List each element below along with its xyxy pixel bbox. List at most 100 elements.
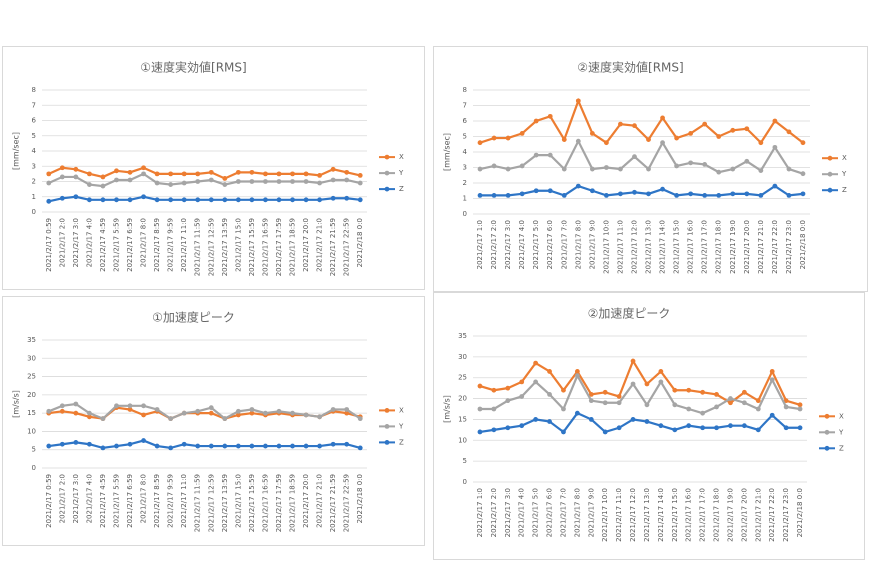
data-point bbox=[100, 174, 106, 180]
data-point bbox=[154, 197, 160, 203]
data-point bbox=[772, 144, 778, 150]
y-tick-label: 6 bbox=[32, 117, 37, 125]
data-point bbox=[127, 177, 133, 183]
y-tick-label: 10 bbox=[27, 427, 36, 435]
x-tick-label: 2021/2/17 18:59 bbox=[289, 218, 297, 276]
data-point bbox=[59, 403, 65, 409]
data-point bbox=[758, 140, 764, 146]
x-tick-label: 2021/2/17 4:0 bbox=[85, 474, 93, 523]
data-point bbox=[100, 183, 106, 189]
data-point bbox=[141, 165, 146, 171]
data-point bbox=[561, 387, 566, 393]
legend-label: X bbox=[399, 153, 404, 161]
data-point bbox=[755, 406, 761, 412]
data-point bbox=[477, 429, 483, 435]
x-tick-label: 2021/2/17 2:0 bbox=[490, 488, 498, 537]
y-tick-label: 4 bbox=[32, 147, 37, 155]
data-point bbox=[208, 410, 214, 416]
data-point bbox=[303, 443, 309, 449]
data-point bbox=[263, 197, 268, 203]
data-point bbox=[644, 419, 650, 424]
x-tick-label: 2021/2/17 22:59 bbox=[343, 218, 351, 276]
data-point bbox=[728, 396, 733, 401]
data-point bbox=[674, 135, 680, 141]
data-point bbox=[222, 176, 228, 181]
x-tick-label: 2021/2/17 22:59 bbox=[343, 474, 351, 532]
data-point bbox=[59, 195, 65, 201]
data-point bbox=[59, 165, 65, 171]
y-tick-label: 0 bbox=[32, 208, 36, 216]
x-tick-label: 2021/2/17 21:0 bbox=[316, 218, 324, 272]
data-point bbox=[769, 377, 775, 383]
legend-label: Z bbox=[842, 186, 847, 194]
data-point bbox=[575, 183, 581, 189]
x-tick-label: 2021/2/17 4:59 bbox=[99, 474, 107, 528]
x-tick-label: 2021/2/17 20:0 bbox=[302, 474, 310, 528]
data-point bbox=[491, 427, 497, 433]
data-point bbox=[783, 404, 789, 410]
data-point bbox=[195, 197, 201, 203]
data-point bbox=[672, 402, 678, 408]
data-point bbox=[744, 191, 750, 197]
x-tick-label: 2021/2/17 11:59 bbox=[194, 474, 202, 532]
data-point bbox=[561, 193, 567, 198]
data-point bbox=[141, 403, 146, 409]
x-tick-label: 2021/2/17 1:0 bbox=[476, 220, 484, 269]
data-point bbox=[477, 166, 483, 172]
data-point bbox=[168, 182, 174, 187]
data-point bbox=[646, 166, 651, 172]
data-point bbox=[547, 188, 553, 194]
data-point bbox=[646, 137, 651, 142]
data-point bbox=[235, 179, 241, 184]
data-point bbox=[330, 441, 336, 447]
x-tick-label: 2021/2/17 21:59 bbox=[329, 474, 337, 532]
data-point bbox=[86, 410, 92, 416]
data-point bbox=[758, 168, 764, 173]
x-tick-label: 2021/2/17 14:0 bbox=[659, 220, 667, 274]
x-tick-label: 2021/2/17 15:0 bbox=[234, 474, 242, 528]
data-point bbox=[141, 171, 146, 177]
legend-label: X bbox=[399, 406, 404, 414]
data-point bbox=[276, 179, 282, 184]
y-tick-label: 35 bbox=[27, 336, 36, 344]
x-tick-label: 2021/2/17 13:0 bbox=[643, 488, 651, 542]
x-tick-label: 2021/2/17 10:0 bbox=[602, 220, 610, 274]
data-point bbox=[168, 416, 174, 422]
data-point bbox=[317, 414, 323, 420]
x-tick-label: 2021/2/17 16:0 bbox=[687, 220, 695, 274]
x-tick-label: 2021/2/18 0:0 bbox=[356, 218, 364, 267]
data-point bbox=[547, 369, 552, 374]
data-point bbox=[533, 379, 539, 385]
data-point bbox=[330, 407, 336, 412]
y-tick-label: 15 bbox=[458, 415, 467, 423]
x-tick-label: 2021/2/17 13:59 bbox=[221, 218, 229, 276]
legend-marker bbox=[827, 171, 833, 177]
data-point bbox=[263, 410, 268, 416]
x-tick-label: 2021/2/17 8:59 bbox=[153, 218, 161, 272]
data-point bbox=[263, 443, 268, 449]
x-tick-label: 2021/2/17 6:0 bbox=[546, 488, 554, 537]
chart-title: ①速度実効値[RMS] bbox=[140, 60, 246, 75]
data-point bbox=[357, 180, 363, 186]
x-tick-label: 2021/2/17 19:0 bbox=[729, 220, 737, 274]
data-point bbox=[114, 403, 119, 409]
data-point bbox=[46, 180, 52, 186]
data-point bbox=[235, 169, 241, 175]
data-point bbox=[73, 174, 79, 180]
data-point bbox=[797, 402, 803, 408]
y-axis-label: [m/s/s] bbox=[12, 390, 21, 418]
data-point bbox=[195, 443, 201, 449]
data-point bbox=[714, 404, 719, 410]
data-point bbox=[700, 425, 706, 431]
x-tick-label: 2021/2/17 15:0 bbox=[234, 218, 242, 272]
data-point bbox=[46, 198, 52, 204]
data-point bbox=[181, 171, 187, 177]
data-point bbox=[674, 193, 680, 198]
x-tick-label: 2021/2/17 15:0 bbox=[673, 220, 681, 274]
data-point bbox=[195, 171, 201, 177]
data-point bbox=[686, 423, 692, 429]
data-point bbox=[154, 171, 160, 177]
y-tick-label: 20 bbox=[458, 395, 467, 403]
data-point bbox=[616, 400, 622, 406]
data-point bbox=[222, 443, 228, 449]
